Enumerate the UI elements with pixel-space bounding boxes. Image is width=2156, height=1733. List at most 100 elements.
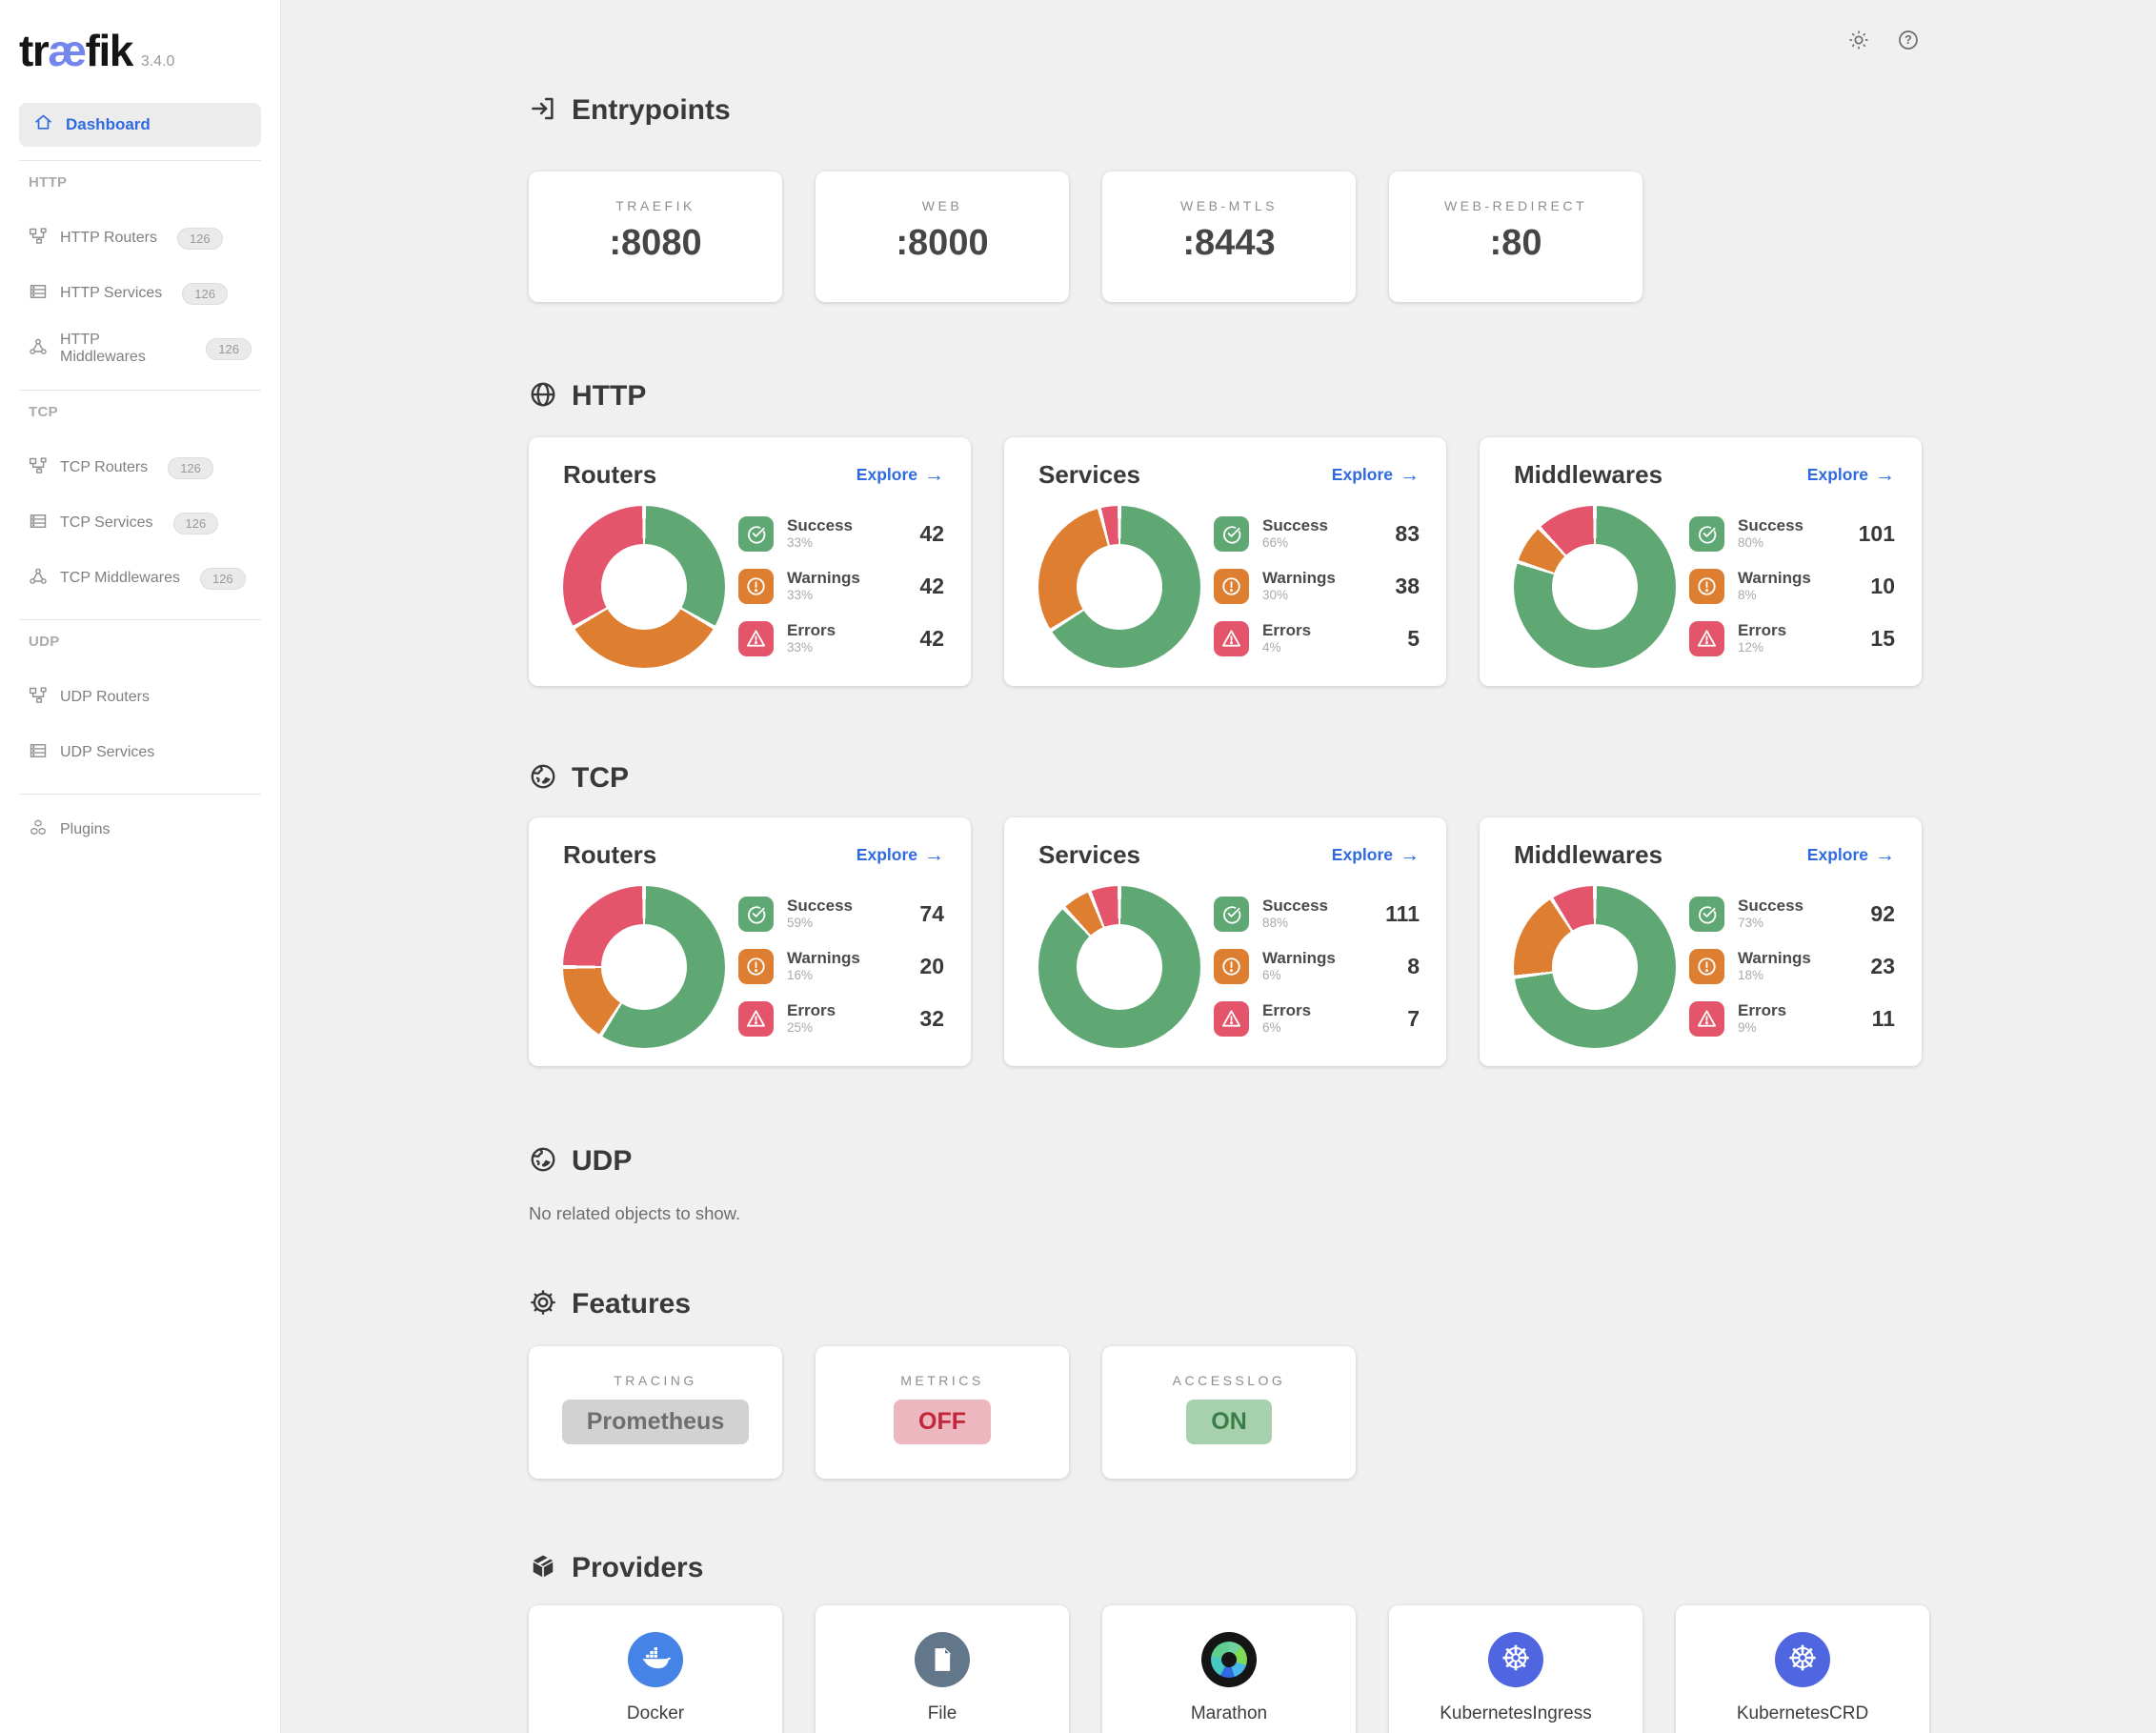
section-title: Entrypoints xyxy=(572,94,731,126)
http-section-header: HTTP xyxy=(529,377,1929,415)
explore-link[interactable]: Explore → xyxy=(856,463,944,486)
sidebar-item-label: TCP Middlewares xyxy=(60,570,180,586)
donut-hole xyxy=(601,924,687,1010)
provider-name: KubernetesIngress xyxy=(1440,1703,1592,1723)
legend-row-warnings: Warnings 6% 8 xyxy=(1214,940,1420,993)
earth-icon xyxy=(529,762,557,796)
sidebar-item-udp-routers[interactable]: UDP Routers xyxy=(19,670,261,725)
sidebar-item-tcp-routers[interactable]: TCP Routers 126 xyxy=(19,440,261,495)
legend-row-warnings: Warnings 16% 20 xyxy=(738,940,944,993)
section-title: Features xyxy=(572,1288,692,1320)
success-icon xyxy=(1689,897,1724,932)
http-routers-card: Routers Explore → Success 33% 42 Warnings 3… xyxy=(529,437,971,686)
entrypoint-name: WEB xyxy=(921,198,963,213)
entrypoint-name: TRAEFIK xyxy=(615,198,695,213)
sidebar-item-tcp-services[interactable]: TCP Services 126 xyxy=(19,495,261,551)
section-title: UDP xyxy=(572,1145,633,1177)
feature-cards: TRACING Prometheus METRICS OFF ACCESSLOG… xyxy=(529,1346,1929,1479)
feature-value-badge: Prometheus xyxy=(561,1400,750,1444)
sidebar-section-udp: UDP xyxy=(29,634,60,650)
success-icon xyxy=(738,897,774,932)
sidebar-item-dashboard[interactable]: Dashboard xyxy=(19,103,261,147)
kubernetes-icon: ☸ xyxy=(1775,1632,1830,1687)
entrypoints-section-header: Entrypoints xyxy=(529,91,1929,130)
legend-row-warnings: Warnings 30% 38 xyxy=(1214,560,1420,613)
explore-link[interactable]: Explore → xyxy=(1806,463,1895,486)
donut-chart xyxy=(1038,886,1200,1048)
legend-row-errors: Errors 12% 15 xyxy=(1689,613,1895,665)
sidebar-item-label: HTTP Services xyxy=(60,285,163,301)
provider-cards: Docker File Marathon ☸ KubernetesIngress… xyxy=(529,1605,1929,1733)
legend: Success 33% 42 Warnings 33% 42 Errors 33% 4… xyxy=(738,508,944,665)
divider xyxy=(19,619,261,620)
entrypoint-cards: TRAEFIK :8080 WEB :8000 WEB-MTLS :8443 W… xyxy=(529,171,1929,302)
error-icon xyxy=(738,621,774,656)
tcp-cards: Routers Explore → Success 59% 74 Warnings 1… xyxy=(529,817,1929,1066)
provider-name: KubernetesCRD xyxy=(1736,1703,1869,1723)
sidebar-item-label: Plugins xyxy=(60,821,111,837)
legend-row-errors: Errors 9% 11 xyxy=(1689,993,1895,1045)
udp-empty-message: No related objects to show. xyxy=(529,1203,741,1223)
feature-name: METRICS xyxy=(900,1373,984,1388)
sidebar-item-udp-services[interactable]: UDP Services xyxy=(19,725,261,780)
legend: Success 73% 92 Warnings 18% 23 Errors 9% 11 xyxy=(1689,888,1895,1045)
sidebar-item-http-services[interactable]: HTTP Services 126 xyxy=(19,266,261,321)
warning-icon xyxy=(1214,949,1249,984)
sidebar-item-label: Dashboard xyxy=(66,115,151,133)
main-content: ? Entrypoints TRAEFIK :8080 WEB :8000 WE… xyxy=(281,0,2156,1733)
sidebar-item-http-routers[interactable]: HTTP Routers 126 xyxy=(19,211,261,266)
legend-row-errors: Errors 25% 32 xyxy=(738,993,944,1045)
http-services-card: Services Explore → Success 66% 83 Warnings… xyxy=(1004,437,1446,686)
sidebar-item-label: UDP Routers xyxy=(60,689,150,705)
provider-card-kubernetesingress: ☸ KubernetesIngress xyxy=(1389,1605,1642,1733)
count-badge: 126 xyxy=(176,227,223,250)
count-badge: 126 xyxy=(199,567,246,590)
donut-hole xyxy=(1552,544,1638,630)
entrypoint-card-traefik: TRAEFIK :8080 xyxy=(529,171,782,302)
legend-row-warnings: Warnings 8% 10 xyxy=(1689,560,1895,613)
error-icon xyxy=(738,1001,774,1037)
earth-icon xyxy=(529,1145,557,1179)
theme-toggle-icon[interactable] xyxy=(1847,29,1870,56)
feature-value-badge: OFF xyxy=(894,1400,991,1444)
sidebar-item-label: HTTP Middlewares xyxy=(60,332,146,365)
logo-accent: æ xyxy=(48,26,87,75)
donut-hole xyxy=(1552,924,1638,1010)
entrypoint-port: :8000 xyxy=(896,223,989,263)
gear-icon xyxy=(529,1288,557,1321)
section-title: Providers xyxy=(572,1552,704,1583)
provider-name: File xyxy=(927,1703,957,1723)
entrypoint-card-web: WEB :8000 xyxy=(816,171,1069,302)
legend: Success 88% 111 Warnings 6% 8 Errors 6% 7 xyxy=(1214,888,1420,1045)
explore-link[interactable]: Explore → xyxy=(1331,843,1420,866)
services-icon xyxy=(29,741,48,765)
explore-link[interactable]: Explore → xyxy=(1331,463,1420,486)
entrypoint-port: :80 xyxy=(1489,223,1542,263)
middlewares-icon xyxy=(29,337,48,361)
sidebar-item-plugins[interactable]: Plugins xyxy=(19,802,261,857)
middlewares-icon xyxy=(29,567,48,591)
success-icon xyxy=(1214,516,1249,552)
arrow-right-icon: → xyxy=(1875,843,1895,866)
sidebar-item-tcp-middlewares[interactable]: TCP Middlewares 126 xyxy=(19,551,261,606)
sidebar-item-label: TCP Services xyxy=(60,514,153,531)
legend-row-warnings: Warnings 18% 23 xyxy=(1689,940,1895,993)
app-version: 3.4.0 xyxy=(140,53,175,70)
donut-chart xyxy=(563,886,725,1048)
sidebar-item-http-middlewares[interactable]: HTTP Middlewares 126 xyxy=(19,321,261,376)
count-badge: 126 xyxy=(182,282,228,305)
success-icon xyxy=(738,516,774,552)
donut-chart xyxy=(1038,506,1200,668)
explore-link[interactable]: Explore → xyxy=(1806,843,1895,866)
help-icon[interactable]: ? xyxy=(1897,29,1920,56)
card-title: Services xyxy=(1038,840,1140,869)
features-section-header: Features xyxy=(529,1285,1929,1323)
feature-name: TRACING xyxy=(614,1373,697,1388)
routers-icon xyxy=(29,456,48,480)
provider-card-marathon: Marathon xyxy=(1102,1605,1356,1733)
feature-card-tracing: TRACING Prometheus xyxy=(529,1346,782,1479)
success-icon xyxy=(1689,516,1724,552)
home-icon xyxy=(33,112,53,137)
explore-link[interactable]: Explore → xyxy=(856,843,944,866)
sidebar-item-label: TCP Routers xyxy=(60,459,149,475)
